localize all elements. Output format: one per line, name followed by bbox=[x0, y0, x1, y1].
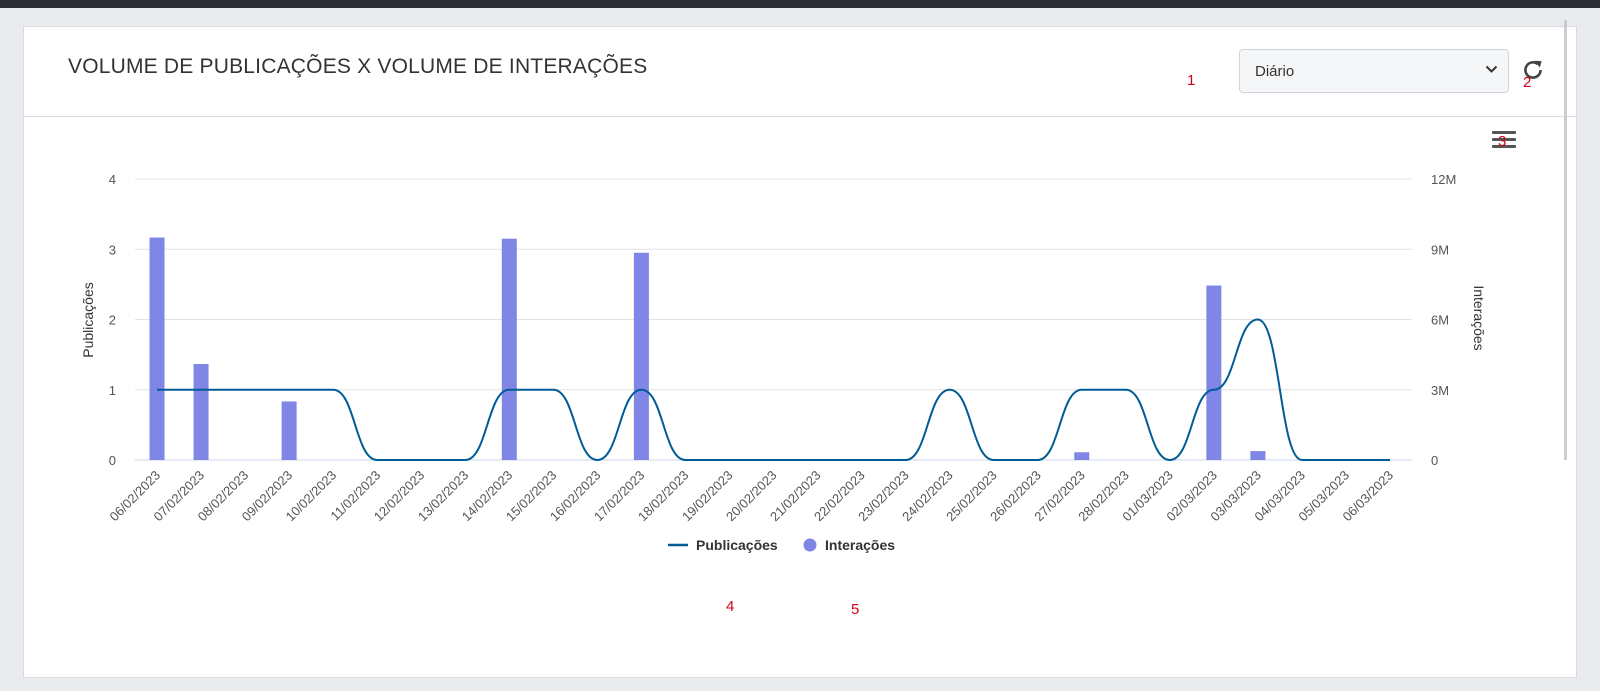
bar-interacoes bbox=[1250, 451, 1266, 460]
bar-interacoes bbox=[633, 252, 649, 460]
bar-interacoes bbox=[193, 363, 209, 460]
y-left-tick-label: 1 bbox=[109, 383, 116, 398]
y-right-tick-label: 3M bbox=[1431, 383, 1449, 398]
legend-item-publicacoes[interactable]: Publicações bbox=[668, 534, 778, 556]
y-left-tick-label: 4 bbox=[109, 172, 116, 187]
annotation-marker-5: 5 bbox=[851, 601, 860, 618]
legend-line-swatch bbox=[668, 543, 688, 547]
annotation-marker-3: 3 bbox=[1498, 133, 1507, 150]
legend-item-interacoes[interactable]: Interações bbox=[803, 534, 895, 556]
refresh-icon[interactable] bbox=[1520, 57, 1546, 83]
bar-interacoes bbox=[281, 401, 297, 460]
bar-interacoes bbox=[149, 237, 165, 460]
card-header: VOLUME DE PUBLICAÇÕES X VOLUME DE INTERA… bbox=[24, 27, 1576, 117]
y-left-tick-label: 3 bbox=[109, 242, 116, 257]
hamburger-menu-icon bbox=[1492, 131, 1516, 134]
annotation-marker-2: 2 bbox=[1523, 74, 1532, 91]
chart-menu-button[interactable] bbox=[1492, 131, 1516, 153]
period-select[interactable]: Diário bbox=[1239, 49, 1509, 93]
y-right-tick-label: 6M bbox=[1431, 313, 1449, 328]
annotation-marker-1: 1 bbox=[1187, 72, 1196, 89]
bar-interacoes bbox=[501, 238, 517, 460]
y-left-tick-label: 2 bbox=[109, 313, 116, 328]
annotation-marker-4: 4 bbox=[726, 598, 735, 615]
legend-dot-swatch bbox=[803, 538, 817, 552]
y-right-tick-label: 12M bbox=[1431, 172, 1456, 187]
y-left-axis-title: Publicações bbox=[80, 282, 96, 358]
legend-label-publicacoes: Publicações bbox=[696, 537, 778, 553]
app-top-bar bbox=[0, 0, 1600, 8]
y-right-tick-label: 0 bbox=[1431, 453, 1438, 468]
chart-card: VOLUME DE PUBLICAÇÕES X VOLUME DE INTERA… bbox=[23, 26, 1577, 678]
chevron-down-icon bbox=[1485, 65, 1498, 73]
page-title: VOLUME DE PUBLICAÇÕES X VOLUME DE INTERA… bbox=[68, 55, 648, 78]
bar-interacoes bbox=[1206, 285, 1222, 460]
period-select-value: Diário bbox=[1255, 63, 1295, 80]
y-right-axis-title: Interações bbox=[1471, 285, 1487, 350]
window-edge bbox=[1564, 20, 1567, 460]
line-publicacoes bbox=[157, 318, 1390, 462]
bar-interacoes bbox=[1074, 452, 1090, 460]
y-right-tick-label: 9M bbox=[1431, 242, 1449, 257]
legend-label-interacoes: Interações bbox=[825, 537, 896, 553]
y-left-tick-label: 0 bbox=[109, 453, 116, 468]
